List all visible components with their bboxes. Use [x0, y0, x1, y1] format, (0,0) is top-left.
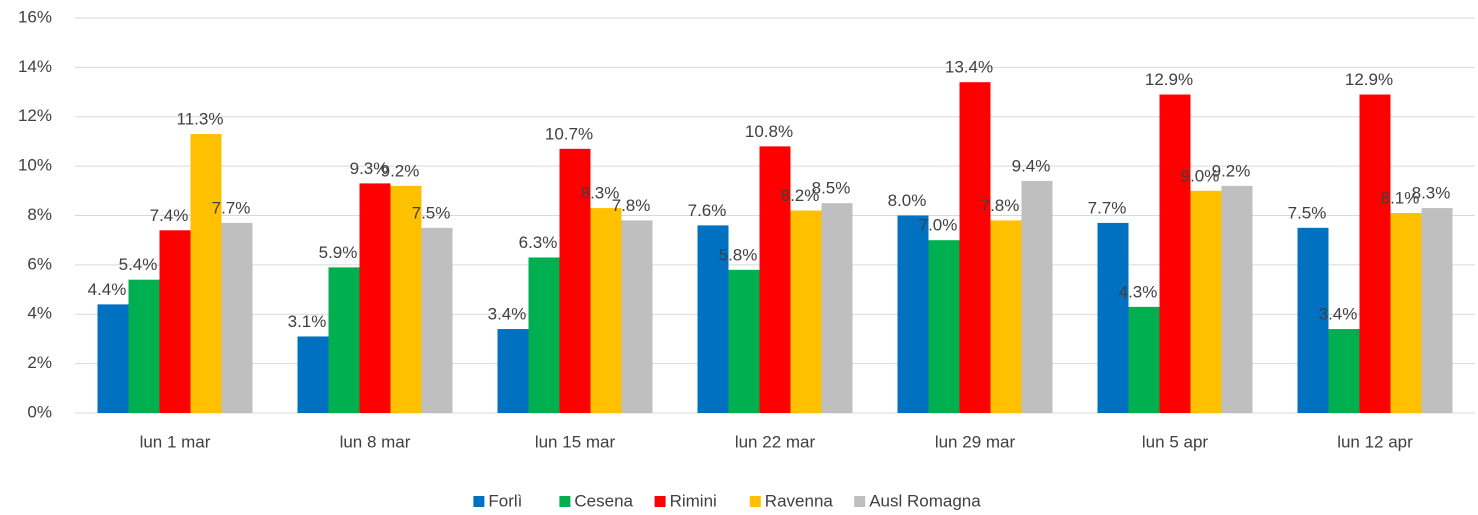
value-label: 8.5% — [812, 179, 851, 198]
bar — [697, 225, 729, 413]
legend-swatch — [473, 496, 485, 507]
bar — [559, 148, 591, 413]
x-tick-label: lun 22 mar — [735, 432, 816, 451]
bar — [1390, 213, 1422, 413]
y-tick-label: 16% — [18, 7, 52, 26]
legend-label: Ausl Romagna — [869, 491, 981, 510]
legend-swatch — [854, 496, 866, 507]
value-label: 9.0% — [1181, 166, 1220, 185]
value-label: 10.8% — [745, 122, 793, 141]
value-label: 9.2% — [381, 161, 420, 180]
bar — [159, 230, 191, 413]
bar — [97, 304, 129, 413]
value-label: 5.9% — [319, 243, 358, 262]
legend-swatch — [559, 496, 571, 507]
legend-swatch — [654, 496, 666, 507]
value-label: 5.8% — [719, 245, 758, 264]
y-tick-label: 8% — [27, 205, 52, 224]
legend-label: Cesena — [574, 491, 633, 510]
value-label: 3.4% — [488, 305, 527, 324]
value-label: 10.7% — [545, 124, 593, 143]
y-tick-label: 0% — [27, 402, 52, 421]
value-label: 3.4% — [1319, 305, 1358, 324]
y-tick-label: 10% — [18, 156, 52, 175]
bar — [1359, 94, 1391, 413]
x-tick-label: lun 29 mar — [935, 432, 1016, 451]
bar — [1128, 306, 1160, 413]
value-label: 8.1% — [1381, 189, 1420, 208]
bar — [328, 267, 360, 413]
bar — [1021, 180, 1053, 413]
bar — [959, 82, 991, 413]
value-label: 12.9% — [1145, 70, 1193, 89]
bar — [297, 336, 329, 413]
value-label: 7.4% — [150, 206, 189, 225]
value-label: 7.7% — [1088, 198, 1127, 217]
value-label: 6.3% — [519, 233, 558, 252]
value-label: 8.3% — [1412, 184, 1451, 203]
x-tick-label: lun 8 mar — [340, 432, 411, 451]
bar — [190, 134, 222, 413]
bar — [897, 215, 929, 413]
bar — [1328, 329, 1360, 413]
value-label: 9.3% — [350, 159, 389, 178]
value-label: 4.3% — [1119, 282, 1158, 301]
legend-label: Ravenna — [765, 491, 834, 510]
bar — [1421, 208, 1453, 413]
value-label: 7.6% — [688, 201, 727, 220]
value-label: 12.9% — [1345, 70, 1393, 89]
value-label: 4.4% — [88, 280, 127, 299]
value-label: 7.8% — [981, 196, 1020, 215]
bar — [421, 227, 453, 413]
x-tick-label: lun 5 apr — [1142, 432, 1208, 451]
bar — [790, 210, 822, 413]
value-label: 7.8% — [612, 196, 651, 215]
y-tick-label: 2% — [27, 353, 52, 372]
bar — [128, 279, 160, 413]
x-tick-label: lun 15 mar — [535, 432, 616, 451]
bar — [1297, 227, 1329, 413]
value-label: 5.4% — [119, 255, 158, 274]
value-label: 8.3% — [581, 184, 620, 203]
value-label: 9.4% — [1012, 156, 1051, 175]
value-label: 3.1% — [288, 312, 327, 331]
legend-label: Rimini — [670, 491, 717, 510]
bar — [759, 146, 791, 413]
bar — [497, 329, 529, 413]
y-tick-label: 14% — [18, 57, 52, 76]
y-tick-label: 6% — [27, 254, 52, 273]
value-label: 11.3% — [177, 110, 224, 129]
bar — [990, 220, 1022, 413]
bar — [528, 257, 560, 413]
legend-swatch — [749, 496, 761, 507]
bar — [1221, 185, 1253, 413]
bar — [390, 185, 422, 413]
x-tick-label: lun 1 mar — [140, 432, 211, 451]
legend-label: Forlì — [488, 491, 522, 510]
bar — [359, 183, 391, 413]
bar — [621, 220, 653, 413]
value-label: 7.0% — [919, 216, 958, 235]
bar — [590, 208, 622, 413]
value-label: 8.2% — [781, 186, 820, 205]
value-label: 7.7% — [212, 198, 251, 217]
bar — [928, 240, 960, 413]
bar — [221, 222, 253, 413]
bar — [1097, 222, 1129, 413]
bar — [821, 203, 853, 413]
x-tick-label: lun 12 apr — [1337, 432, 1413, 451]
value-label: 13.4% — [945, 58, 993, 77]
value-label: 9.2% — [1212, 161, 1251, 180]
y-tick-label: 4% — [27, 304, 52, 323]
value-label: 7.5% — [1288, 203, 1327, 222]
value-label: 8.0% — [888, 191, 927, 210]
bar — [1190, 190, 1222, 413]
bar — [1159, 94, 1191, 413]
bar — [728, 269, 760, 413]
y-tick-label: 12% — [18, 106, 52, 125]
value-label: 7.5% — [412, 203, 451, 222]
